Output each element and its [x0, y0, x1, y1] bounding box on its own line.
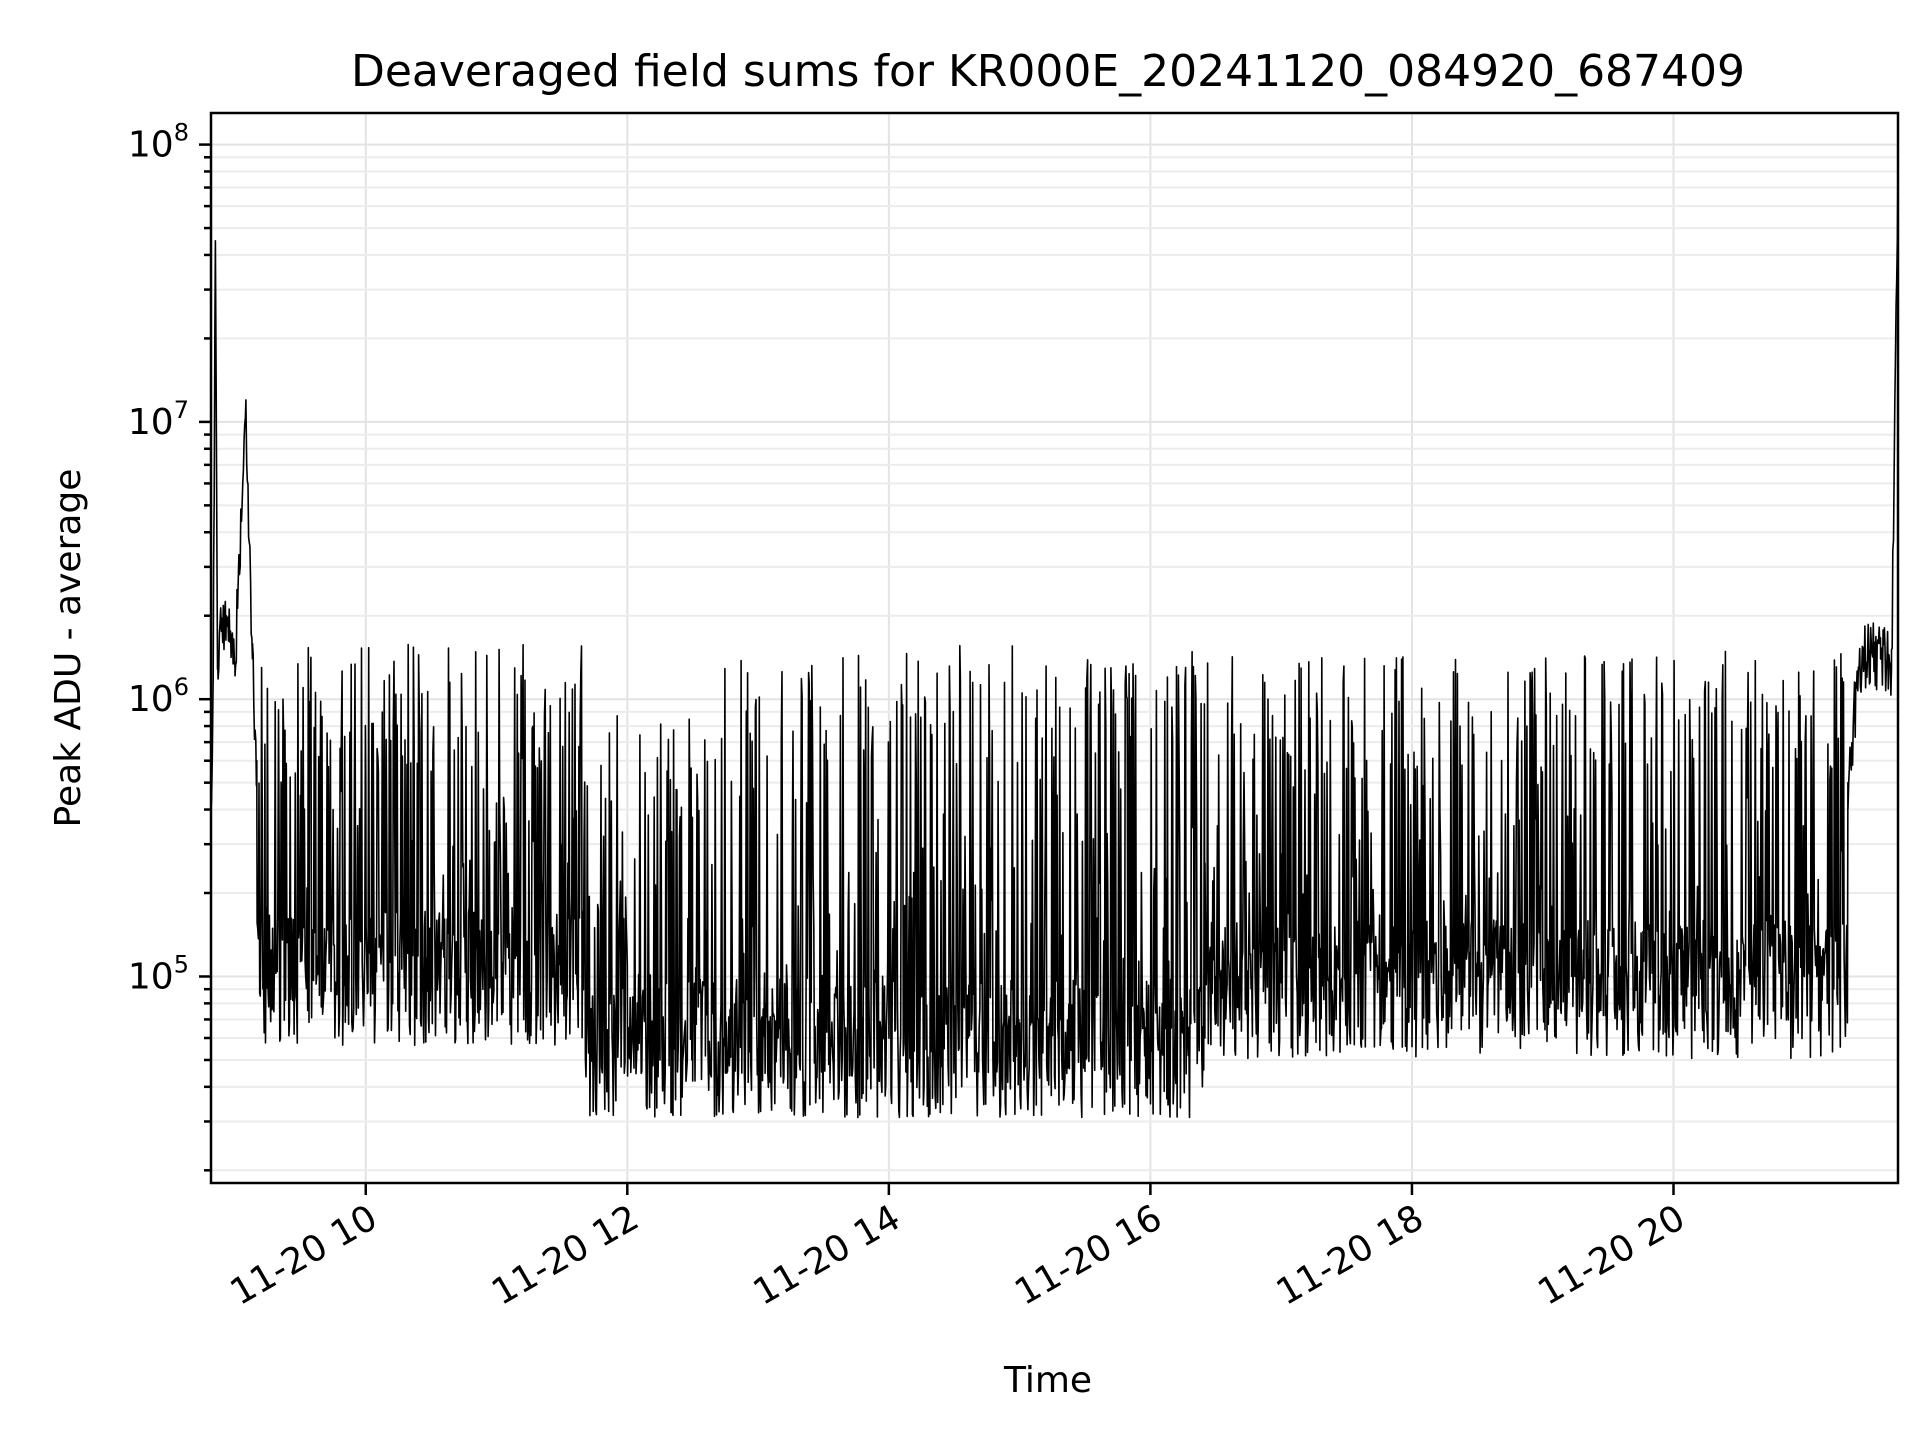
y-tick-label: 108: [128, 119, 189, 166]
chart-title: Deaveraged field sums for KR000E_2024112…: [351, 46, 1745, 97]
series-line: [210, 164, 1899, 1119]
y-tick-label: 107: [128, 396, 189, 443]
x-tick-label: 11-20 12: [485, 1197, 646, 1313]
data-series: [210, 164, 1899, 1119]
y-axis-label: Peak ADU - average: [48, 469, 89, 828]
x-tick-label: 11-20 18: [1270, 1197, 1431, 1313]
x-tick-label: 11-20 14: [747, 1197, 908, 1313]
plot-area-frame: [209, 111, 1900, 1185]
x-tick-label: 11-20 16: [1008, 1197, 1169, 1313]
y-tick-label: 105: [128, 950, 189, 997]
x-tick-label: 11-20 10: [224, 1197, 385, 1313]
x-axis-label: Time: [1003, 1360, 1092, 1401]
y-tick-label: 106: [128, 673, 189, 720]
x-tick-label: 11-20 20: [1531, 1197, 1692, 1313]
